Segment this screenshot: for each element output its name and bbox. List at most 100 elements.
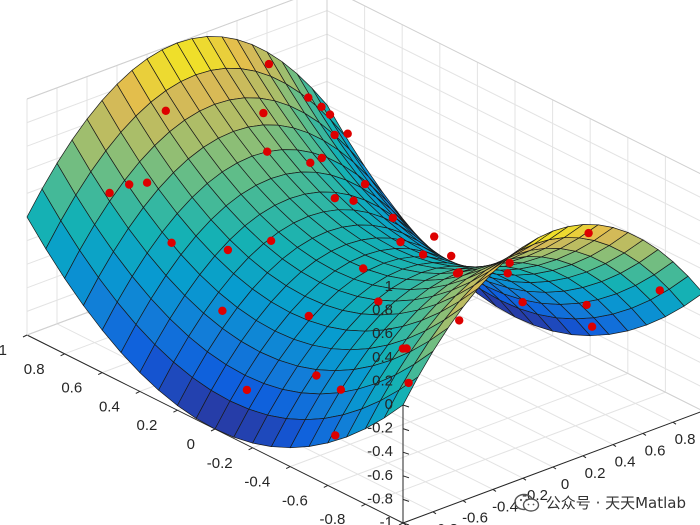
- bottom-tick-label: 0.6: [645, 442, 666, 459]
- z-tick-mark: [402, 451, 410, 455]
- surface-mesh: [26, 36, 700, 449]
- left-tick-label: -0.4: [244, 474, 270, 491]
- x-tick-mark: [672, 421, 677, 425]
- scatter-point: [266, 236, 276, 245]
- wall-gridline: [326, 80, 700, 269]
- scatter-point: [503, 269, 512, 278]
- bottom-tick-label: -0.4: [492, 498, 518, 515]
- y-tick-mark: [210, 428, 216, 432]
- bottom-tick-label: -0.6: [462, 510, 488, 525]
- z-tick-label: -0.8: [367, 490, 393, 507]
- box-edge: [351, 0, 700, 175]
- bottom-tick-label: 0: [561, 476, 569, 493]
- scatter-point: [505, 258, 514, 268]
- scatter-point: [336, 385, 346, 394]
- y-tick-mark: [248, 447, 253, 451]
- y-tick-mark: [173, 409, 178, 413]
- z-tick-mark: [402, 428, 410, 432]
- z-tick-mark: [402, 498, 410, 502]
- scatter-point: [317, 153, 326, 163]
- scatter-point: [167, 238, 176, 247]
- x-tick-mark: [522, 477, 527, 481]
- scatter-point: [161, 106, 170, 116]
- left-tick-label: 0: [187, 436, 195, 453]
- scatter-point: [587, 322, 597, 331]
- z-tick-label: 0.6: [372, 325, 393, 342]
- scatter-point: [584, 228, 593, 238]
- scatter-point: [125, 180, 134, 189]
- scatter-point: [142, 178, 152, 187]
- x-tick-mark: [582, 455, 587, 459]
- scatter-point: [223, 245, 233, 255]
- scatter-point: [447, 251, 456, 261]
- wall-gridline: [326, 33, 700, 222]
- scatter-point: [330, 130, 339, 140]
- scatter-point: [396, 237, 405, 247]
- scatter-point: [263, 147, 272, 156]
- scatter-point: [655, 286, 664, 295]
- scatter-point: [404, 378, 413, 388]
- scatter-point: [105, 188, 114, 198]
- scatter-point: [306, 158, 315, 167]
- z-tick-label: -0.6: [367, 467, 393, 484]
- scatter-point: [343, 129, 352, 138]
- x-tick-mark: [612, 444, 617, 448]
- z-tick-mark: [402, 404, 410, 408]
- bottom-tick-label: -0.8: [432, 521, 458, 525]
- x-tick-mark: [642, 432, 647, 436]
- scatter-points: [105, 59, 664, 440]
- chat-bubble-icon: [514, 493, 539, 512]
- x-tick-mark: [432, 511, 437, 515]
- left-tick-label: -0.6: [282, 492, 308, 509]
- bottom-tick-label: 0.8: [675, 431, 696, 448]
- left-tick-label: 1: [0, 342, 7, 359]
- z-tick-label: 0.4: [372, 349, 393, 366]
- x-tick-mark: [552, 466, 557, 470]
- bottom-tick-label: 0.2: [585, 465, 606, 482]
- scatter-point: [218, 306, 227, 315]
- scatter-point: [430, 232, 439, 241]
- z-tick-label: -0.4: [367, 443, 393, 460]
- z-tick-label: -1: [380, 514, 393, 525]
- scatter-point: [360, 180, 370, 189]
- scatter-point: [455, 316, 464, 325]
- y-tick-mark: [135, 390, 141, 394]
- scatter-point: [398, 344, 408, 353]
- watermark-text: 公众号 · 天天Matlab: [545, 494, 686, 512]
- wall-gridline: [351, 0, 700, 175]
- scatter-point: [242, 385, 252, 395]
- scatter-point: [518, 298, 527, 307]
- y-tick-mark: [323, 484, 329, 488]
- z-tick-label: -0.2: [367, 420, 393, 437]
- x-tick-mark: [462, 500, 467, 504]
- scatter-point: [264, 59, 274, 69]
- z-tick-label: 0.8: [372, 302, 393, 319]
- tick-labels: 1 0.8 0.6 0.4 0.2 0 -0.2 -0.4 -0.6 -0.8 -1 1 0.8 0.6 0…: [0, 278, 696, 525]
- wall-gridline: [326, 10, 700, 198]
- wall-gridline: [326, 57, 700, 245]
- scatter-point: [304, 311, 313, 321]
- scatter-point: [304, 93, 313, 102]
- scatter-point: [317, 102, 326, 112]
- scatter-point: [454, 268, 464, 277]
- scatter-point: [330, 194, 339, 203]
- y-tick-mark: [285, 466, 291, 470]
- surface-cell: [383, 376, 419, 419]
- left-tick-label: -0.2: [207, 455, 233, 472]
- y-tick-mark: [22, 334, 28, 338]
- z-tick-mark: [402, 475, 410, 479]
- left-tick-label: 0.6: [61, 380, 82, 397]
- z-tick-label: 0: [385, 396, 393, 413]
- y-tick-mark: [60, 353, 65, 357]
- left-tick-label: 0.2: [137, 417, 158, 434]
- z-tick-label: 1: [385, 278, 393, 295]
- scatter-point: [312, 371, 321, 380]
- scatter-point: [325, 110, 335, 119]
- scatter-point: [374, 297, 383, 306]
- scatter-point: [418, 250, 428, 259]
- scatter-point: [582, 300, 591, 310]
- left-tick-label: 0.4: [99, 398, 120, 415]
- left-tick-label: -0.8: [320, 511, 346, 525]
- x-tick-mark: [492, 488, 497, 492]
- watermark: 公众号 · 天天Matlab: [514, 492, 686, 513]
